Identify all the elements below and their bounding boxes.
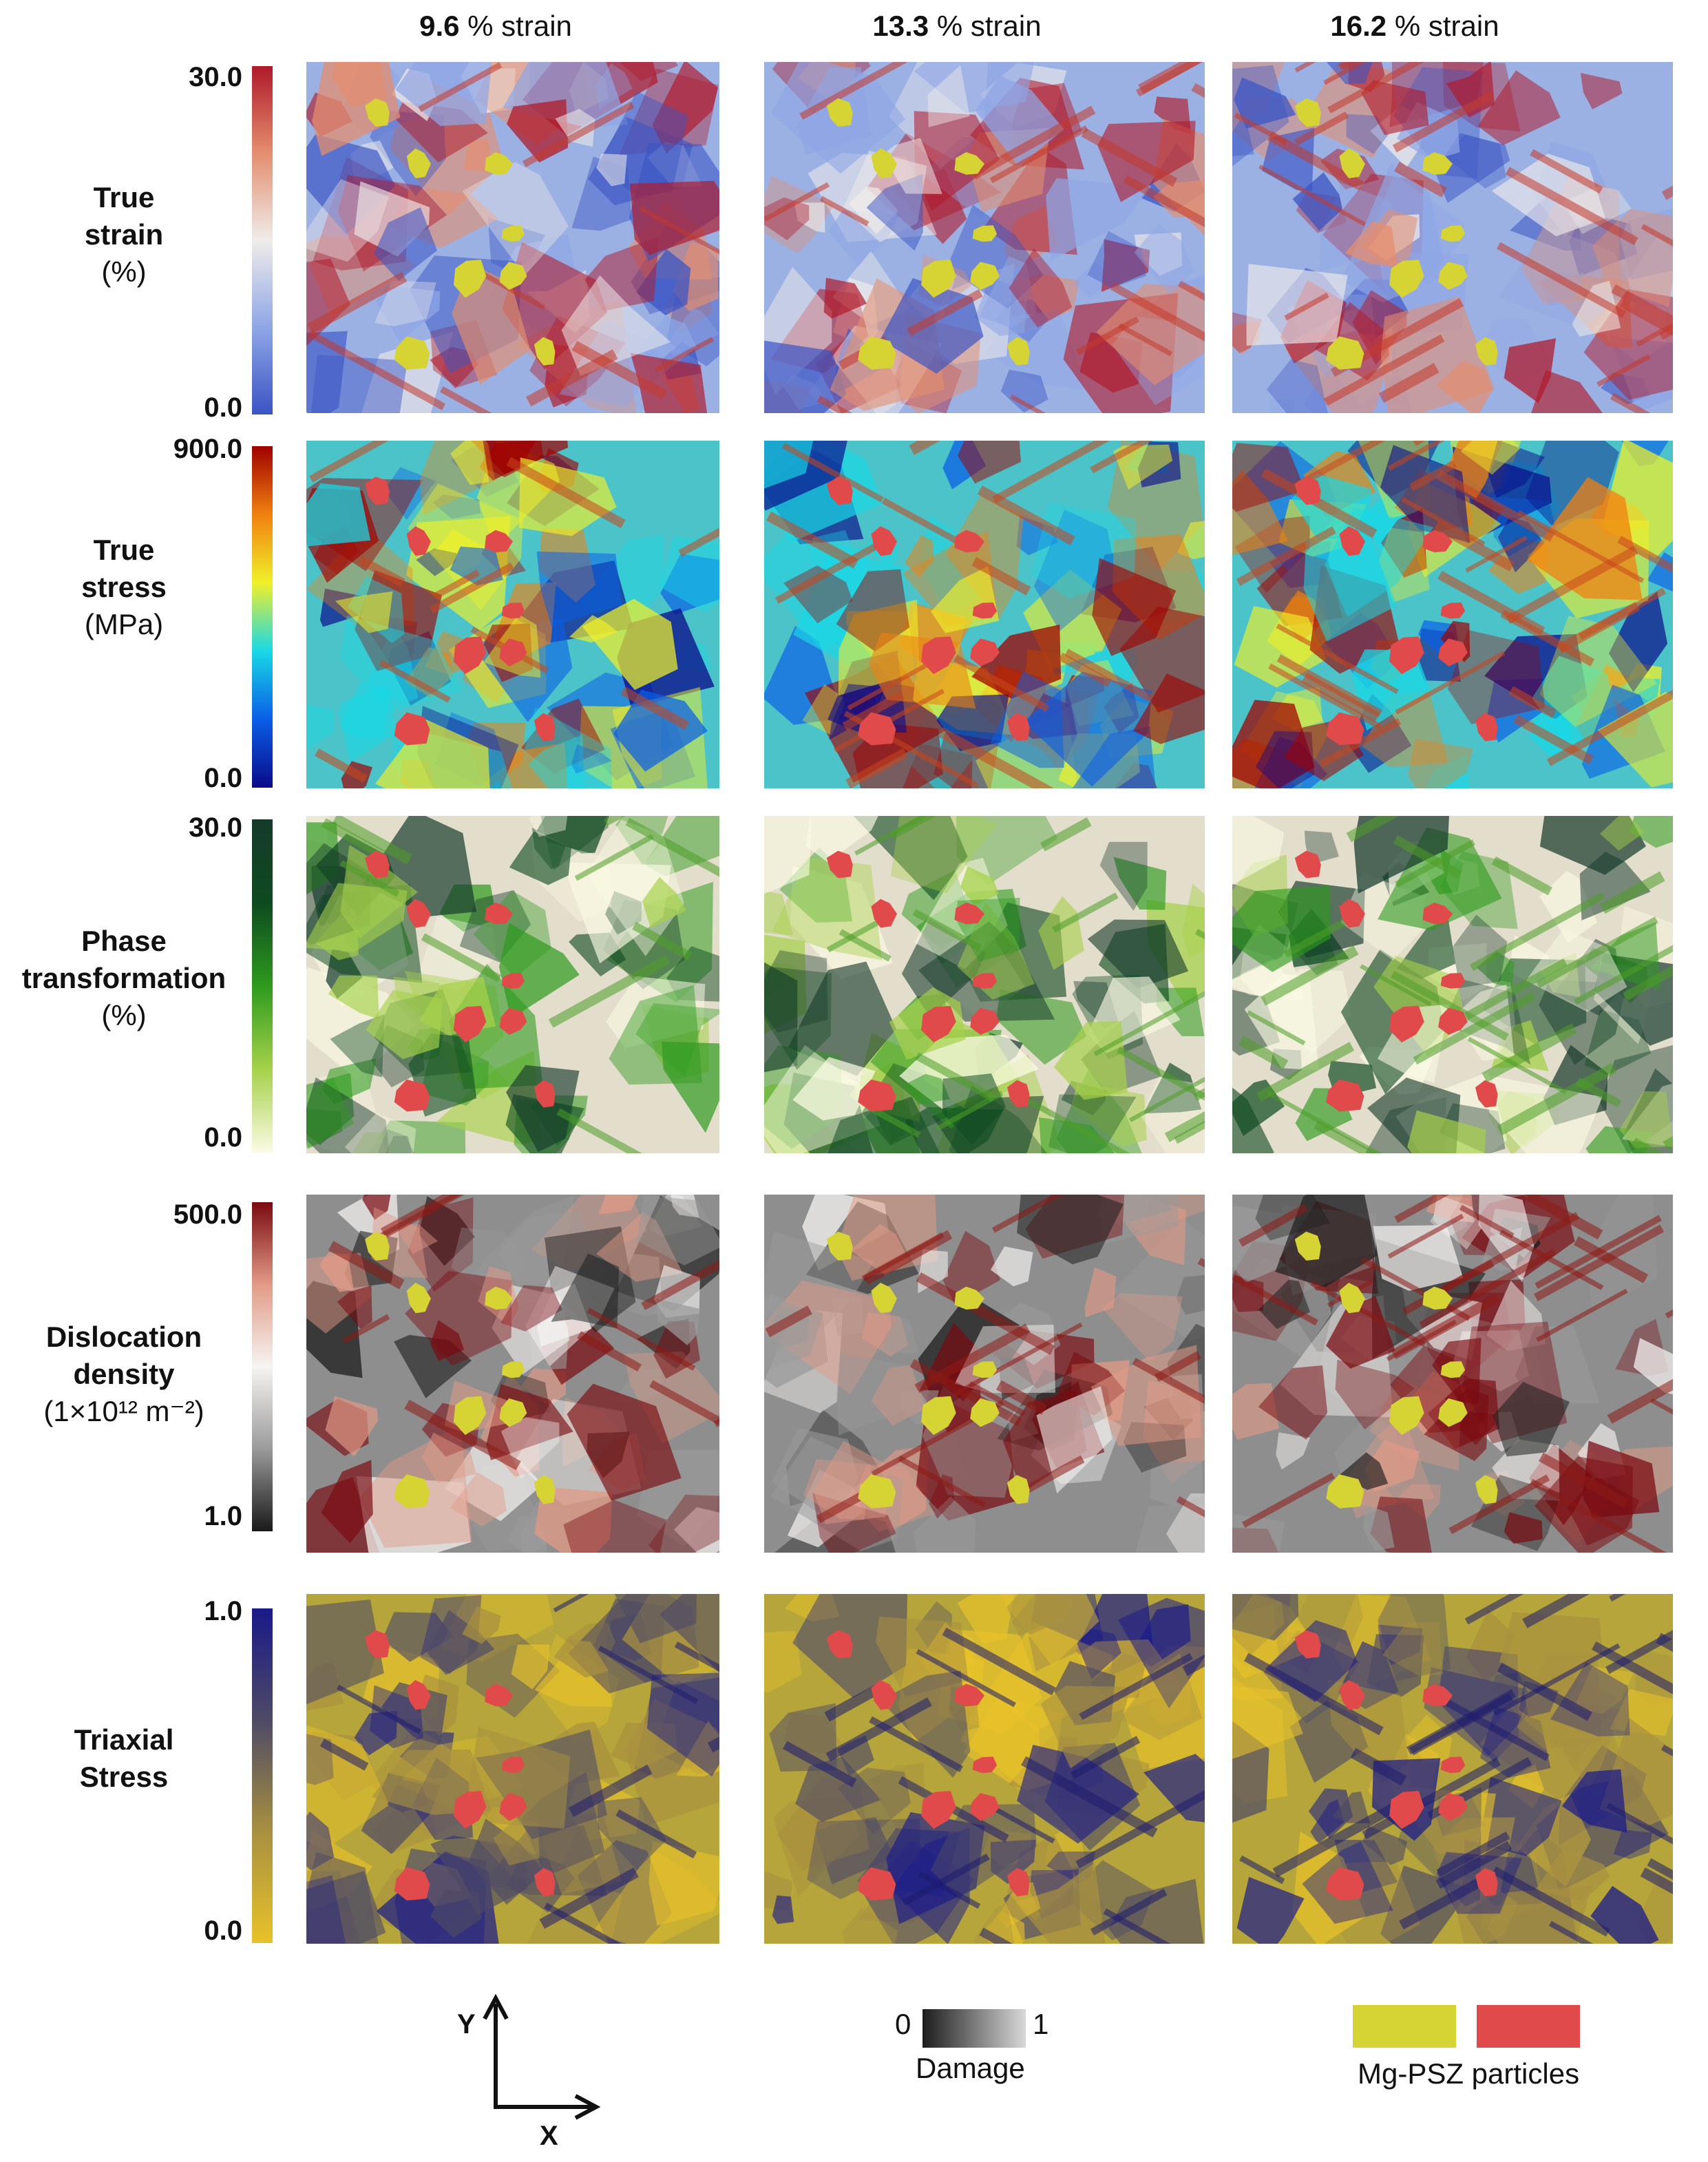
- column-header-2: 13.3 % strain: [792, 10, 1122, 51]
- row-title-line-1: Dislocation: [45, 1321, 202, 1353]
- row-title-line-1: True: [93, 181, 155, 213]
- colorbar-max-label: 500.0: [173, 1199, 242, 1230]
- particle-swatch-red: [1477, 2005, 1580, 2048]
- column-header-1-value: 9.6: [419, 10, 460, 42]
- column-header-3: 16.2 % strain: [1250, 10, 1580, 51]
- colorbar-min-label: 1.0: [204, 1501, 242, 1531]
- field-map-panel: [1232, 62, 1673, 413]
- row-title-phase-transformation: Phase transformation (%): [0, 923, 248, 1034]
- field-map-panel: [764, 1195, 1205, 1553]
- field-map-panel: [1232, 1195, 1673, 1553]
- row-title-line-2: transformation: [21, 962, 226, 994]
- field-map-panel: [764, 62, 1205, 413]
- row-title-line-1: True: [93, 534, 155, 566]
- field-map-panel: [306, 1195, 719, 1553]
- axis-x-label: X: [540, 2121, 558, 2151]
- row-title-line-2: density: [73, 1358, 175, 1390]
- row-title-unit: (1×10¹² m⁻²): [43, 1395, 204, 1427]
- colorbar-true-stress: [252, 446, 273, 788]
- colorbar-triaxial-stress: [252, 1608, 273, 1943]
- field-map-panel: [306, 816, 719, 1153]
- damage-legend-bar: [922, 2009, 1026, 2048]
- field-map-panel: [306, 441, 719, 788]
- axes-indicator-icon: [483, 1993, 601, 2120]
- axis-y-label: Y: [457, 2009, 476, 2039]
- colorbar-phase-transformation: [252, 819, 273, 1153]
- row-title-true-stress: True stress (MPa): [0, 532, 248, 643]
- colorbar-dislocation-density: [252, 1202, 273, 1531]
- column-header-1: 9.6 % strain: [330, 10, 661, 51]
- row-title-true-strain: True strain (%): [0, 179, 248, 291]
- row-title-unit: (%): [101, 255, 147, 288]
- row-title-line-1: Phase: [81, 925, 167, 957]
- row-title-unit: (%): [101, 999, 147, 1031]
- colorbar-max-label: 900.0: [173, 434, 242, 464]
- field-map-panel: [1232, 816, 1673, 1153]
- colorbar-min-label: 0.0: [204, 392, 242, 423]
- column-header-2-value: 13.3: [872, 10, 929, 42]
- colorbar-max-label: 1.0: [204, 1596, 242, 1626]
- damage-legend-max: 1: [1033, 2008, 1049, 2040]
- row-title-unit: (MPa): [84, 608, 164, 640]
- row-title-line-2: Stress: [79, 1761, 169, 1793]
- column-header-3-value: 16.2: [1330, 10, 1387, 42]
- row-title-line-2: strain: [84, 218, 164, 251]
- column-header-1-suffix: % strain: [459, 10, 572, 42]
- column-header-3-suffix: % strain: [1387, 10, 1499, 42]
- row-title-triaxial-stress: Triaxial Stress: [0, 1721, 248, 1796]
- colorbar-max-label: 30.0: [189, 62, 242, 92]
- field-map-panel: [764, 1594, 1205, 1944]
- field-map-panel: [306, 62, 719, 413]
- row-title-line-1: Triaxial: [74, 1723, 174, 1756]
- field-map-panel: [764, 816, 1205, 1153]
- particle-swatch-yellow: [1353, 2005, 1456, 2048]
- colorbar-min-label: 0.0: [204, 1122, 242, 1153]
- row-title-dislocation-density: Dislocation density (1×10¹² m⁻²): [0, 1319, 248, 1430]
- field-map-panel: [764, 441, 1205, 788]
- colorbar-min-label: 0.0: [204, 763, 242, 793]
- particles-legend-label: Mg-PSZ particles: [1358, 2057, 1580, 2090]
- column-header-2-suffix: % strain: [929, 10, 1042, 42]
- field-map-panel: [1232, 1594, 1673, 1944]
- damage-legend-min: 0: [895, 2008, 911, 2040]
- damage-legend-label: Damage: [916, 2052, 1025, 2084]
- row-title-line-2: stress: [81, 571, 167, 603]
- colorbar-true-strain: [252, 66, 273, 414]
- field-map-panel: [1232, 441, 1673, 788]
- colorbar-min-label: 0.0: [204, 1916, 242, 1946]
- field-map-panel: [306, 1594, 719, 1944]
- colorbar-max-label: 30.0: [189, 812, 242, 843]
